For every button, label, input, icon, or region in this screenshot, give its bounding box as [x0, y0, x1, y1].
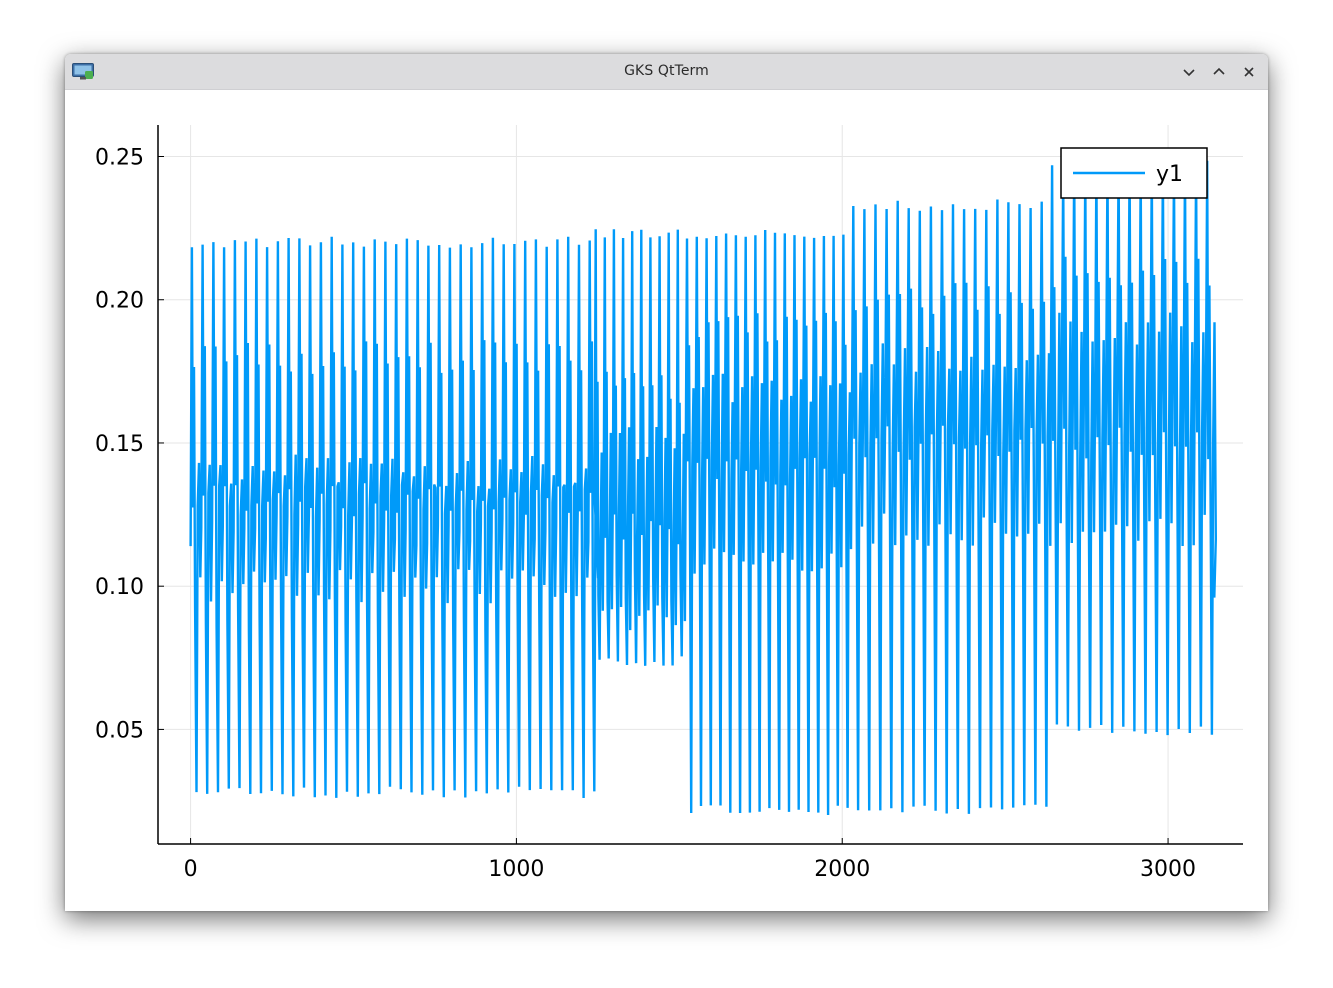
- chevron-up-icon: [1213, 67, 1225, 75]
- maximize-button[interactable]: [1209, 62, 1229, 82]
- x-tick-label: 2000: [814, 857, 870, 882]
- title-bar[interactable]: GKS QtTerm: [65, 54, 1268, 90]
- window-title: GKS QtTerm: [624, 63, 709, 79]
- plot-window: GKS QtTerm 0 1000 2000 3000 0.05 0.10 0.15 0.20…: [65, 54, 1268, 911]
- y-tick-label: 0.20: [95, 289, 144, 314]
- plot-area: 0 1000 2000 3000 0.05 0.10 0.15 0.20 0.25 y1: [65, 90, 1268, 911]
- x-tick-label: 3000: [1140, 857, 1196, 882]
- y-tick-label: 0.25: [95, 146, 144, 171]
- chevron-down-icon: [1183, 69, 1195, 77]
- legend-label: y1: [1156, 162, 1183, 187]
- line-chart: 0 1000 2000 3000 0.05 0.10 0.15 0.20 0.25 y1: [65, 90, 1268, 911]
- chart-svg: 0 1000 2000 3000 0.05 0.10 0.15 0.20 0.25 y1: [95, 125, 1243, 882]
- close-button[interactable]: [1239, 62, 1259, 82]
- close-icon: [1244, 67, 1254, 77]
- minimize-button[interactable]: [1179, 62, 1199, 82]
- legend: y1: [1060, 147, 1208, 199]
- series-y1-line: [189, 156, 1218, 816]
- y-tick-label: 0.10: [95, 575, 144, 600]
- x-tick-label: 1000: [488, 857, 544, 882]
- x-tick-label: 0: [184, 857, 198, 882]
- monitor-icon: [72, 63, 94, 80]
- y-tick-label: 0.15: [95, 432, 144, 457]
- y-tick-label: 0.05: [95, 718, 144, 743]
